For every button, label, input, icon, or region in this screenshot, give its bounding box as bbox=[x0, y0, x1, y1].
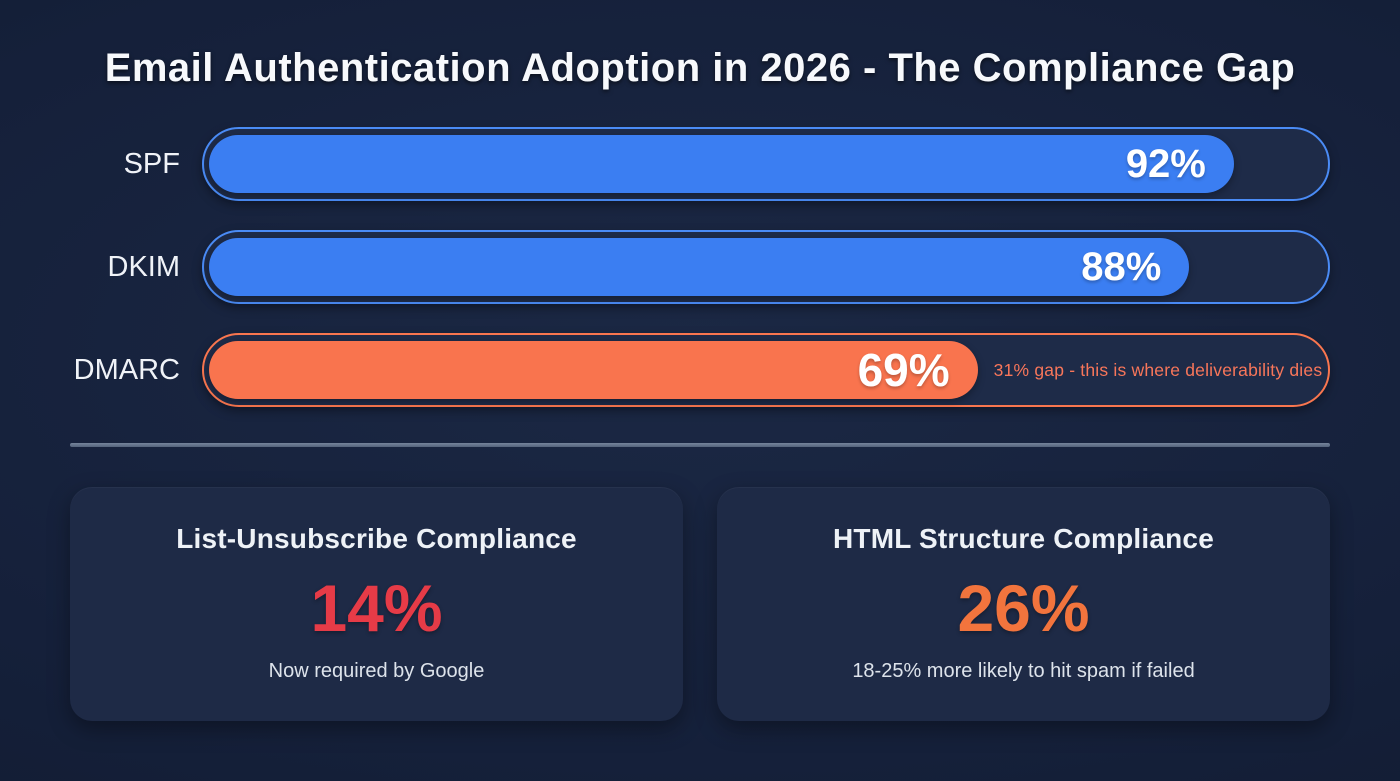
stat-card-subtitle: Now required by Google bbox=[268, 660, 485, 682]
bar-track-dmarc: 69% 31% gap - this is where deliverabili… bbox=[202, 333, 1330, 407]
stat-card-title: HTML Structure Compliance bbox=[833, 523, 1214, 554]
bar-row-spf: SPF 92% bbox=[70, 127, 1330, 201]
bar-annotation-dmarc: 31% gap - this is where deliverability d… bbox=[993, 359, 1323, 380]
section-divider bbox=[70, 443, 1330, 447]
bar-label-dkim: DKIM bbox=[107, 250, 181, 283]
stat-card-value: 14% bbox=[310, 570, 443, 645]
bar-track-dkim: 88% bbox=[202, 230, 1330, 304]
bar-fill-dkim: 88% bbox=[209, 238, 1190, 296]
stat-card-subtitle: 18-25% more likely to hit spam if failed bbox=[852, 660, 1195, 682]
stat-card-value: 26% bbox=[957, 570, 1090, 645]
bar-fill-spf: 92% bbox=[209, 135, 1234, 193]
bar-chart: SPF 92% DKIM 88% DMARC 69% 31% gap - th bbox=[70, 127, 1330, 407]
bar-row-dkim: DKIM 88% bbox=[70, 230, 1330, 304]
bar-fill-dmarc: 69% bbox=[209, 341, 978, 399]
page-title: Email Authentication Adoption in 2026 - … bbox=[104, 46, 1296, 90]
stat-card-title: List-Unsubscribe Compliance bbox=[176, 523, 577, 554]
stat-card-list-unsubscribe: List-Unsubscribe Compliance 14% Now requ… bbox=[70, 487, 683, 721]
bar-value-spf: 92% bbox=[1125, 141, 1206, 186]
stat-card-html-structure: HTML Structure Compliance 26% 18-25% mor… bbox=[717, 487, 1330, 721]
stat-cards: List-Unsubscribe Compliance 14% Now requ… bbox=[70, 487, 1330, 721]
bar-label-spf: SPF bbox=[123, 147, 180, 180]
bar-track-spf: 92% bbox=[202, 127, 1330, 201]
bar-value-dmarc: 69% bbox=[857, 344, 950, 396]
bar-row-dmarc: DMARC 69% 31% gap - this is where delive… bbox=[70, 333, 1330, 407]
bar-label-dmarc: DMARC bbox=[73, 353, 180, 386]
bar-value-dkim: 88% bbox=[1081, 244, 1162, 289]
